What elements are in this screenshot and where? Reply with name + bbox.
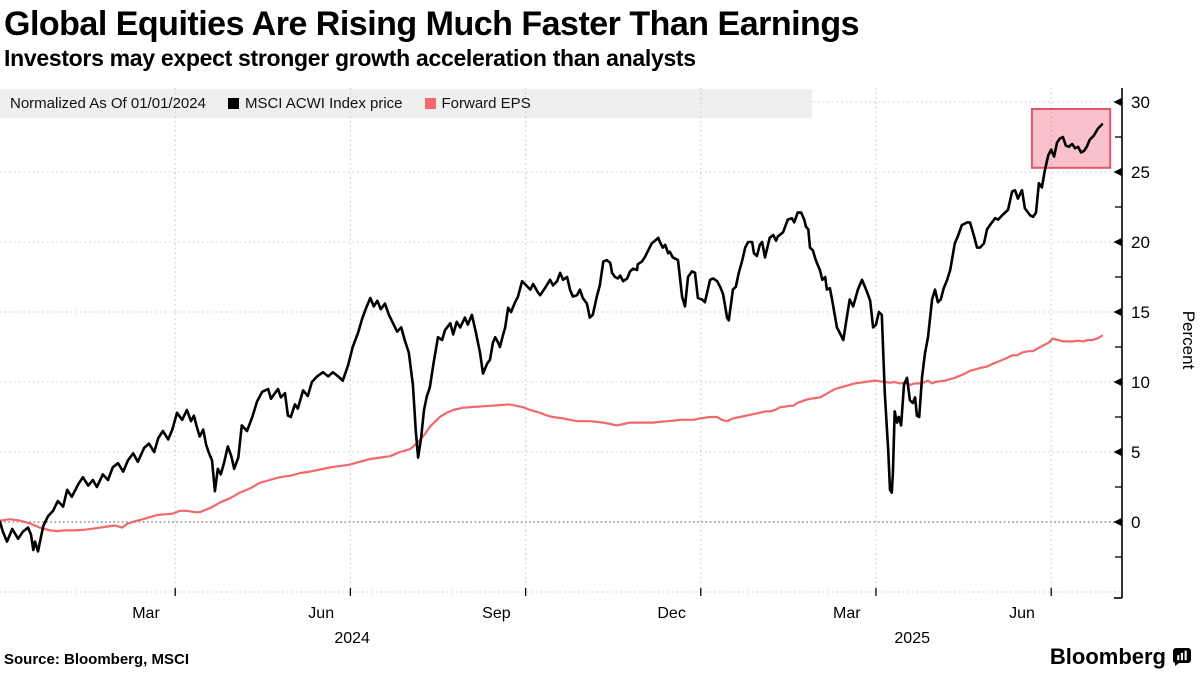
y-tick-label: 30 <box>1131 93 1150 112</box>
chart-title: Global Equities Are Rising Much Faster T… <box>4 5 860 43</box>
legend-item-msci: MSCI ACWI Index price <box>227 95 403 112</box>
y-axis-unit-label: Percent <box>1179 311 1198 370</box>
bloomberg-logo: Bloomberg <box>1050 644 1192 670</box>
legend-note: Normalized As Of 01/01/2024 <box>10 95 206 112</box>
y-tick-arrow <box>1113 167 1122 177</box>
x-month-label: Dec <box>657 605 685 622</box>
source-text: Source: Bloomberg, MSCI <box>4 651 190 668</box>
x-month-label: Mar <box>132 605 160 622</box>
y-tick-arrow <box>1113 377 1122 387</box>
y-tick-arrow <box>1113 447 1122 457</box>
x-month-label: Jun <box>1009 605 1035 622</box>
msci-line <box>0 123 1104 553</box>
x-month-label: Mar <box>833 605 861 622</box>
chart-subtitle: Investors may expect stronger growth acc… <box>4 45 696 71</box>
y-tick-label: 5 <box>1131 443 1140 462</box>
y-tick-label: 15 <box>1131 303 1150 322</box>
y-tick-arrow <box>1113 237 1122 247</box>
x-year-label: 2025 <box>894 630 930 647</box>
highlight-box <box>1030 108 1112 169</box>
legend-item-label: Forward EPS <box>441 95 531 112</box>
eps-swatch-icon <box>424 98 436 109</box>
eps-line <box>0 334 1104 533</box>
legend-band <box>0 89 812 118</box>
legend-item-label: MSCI ACWI Index price <box>244 95 403 112</box>
y-tick-arrow <box>1113 97 1122 107</box>
bloomberg-logo-text: Bloomberg <box>1049 644 1166 669</box>
y-tick-arrow <box>1113 517 1122 527</box>
bloomberg-logo-icon <box>1172 648 1191 666</box>
y-tick-arrow <box>1113 307 1122 317</box>
y-tick-label: 10 <box>1131 373 1150 392</box>
x-year-label: 2024 <box>334 630 370 647</box>
x-month-label: Jun <box>308 605 334 622</box>
y-tick-label: 20 <box>1131 233 1150 252</box>
y-tick-label: 0 <box>1131 513 1140 532</box>
msci-swatch-icon <box>227 98 239 109</box>
legend: Normalized As Of 01/01/2024 MSCI ACWI In… <box>0 89 812 118</box>
legend-item-eps: Forward EPS <box>424 95 531 112</box>
x-month-label: Sep <box>482 605 511 622</box>
y-tick-label: 25 <box>1131 163 1150 182</box>
